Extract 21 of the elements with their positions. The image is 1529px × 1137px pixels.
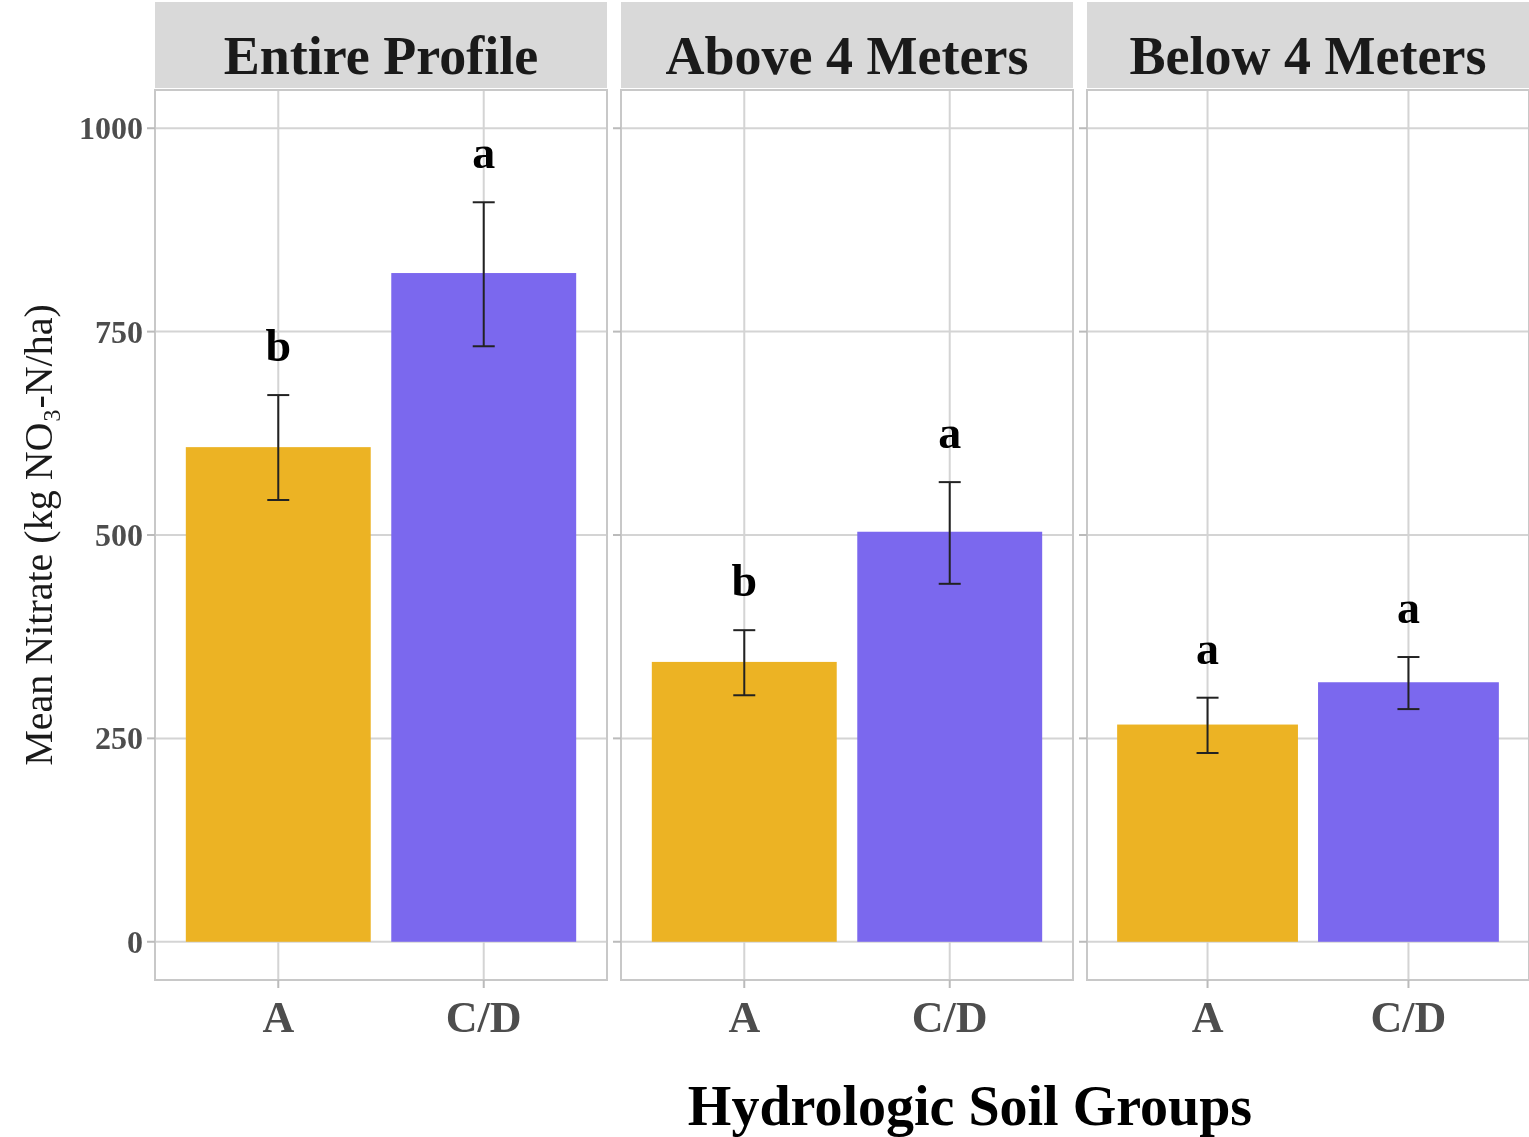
chart-title: Below 4 Meters (1129, 26, 1487, 86)
chart-title: Entire Profile (223, 26, 539, 86)
annotation: a (472, 127, 496, 179)
annotation: a (1396, 582, 1420, 634)
y-tick-label: 1000 (79, 110, 143, 147)
x-tick-label: A (728, 993, 761, 1042)
y-tick-label: 750 (95, 313, 143, 350)
annotation: a (1196, 622, 1220, 674)
x-tick-label: A (262, 993, 295, 1042)
annotation: a (938, 407, 962, 459)
x-tick-label: A (1191, 993, 1224, 1042)
y-axis-title: Mean Nitrate (kg NO₃-N/ha) (16, 304, 61, 766)
y-tick-label: 250 (95, 720, 143, 757)
x-tick-label: C/D (1370, 993, 1447, 1042)
chart-title: Above 4 Meters (665, 26, 1029, 86)
annotation: b (731, 555, 758, 607)
annotation: b (265, 320, 292, 372)
y-tick-label: 0 (127, 923, 143, 960)
x-tick-label: C/D (911, 993, 988, 1042)
y-tick-label: 500 (95, 517, 143, 553)
x-tick-label: C/D (445, 993, 522, 1042)
